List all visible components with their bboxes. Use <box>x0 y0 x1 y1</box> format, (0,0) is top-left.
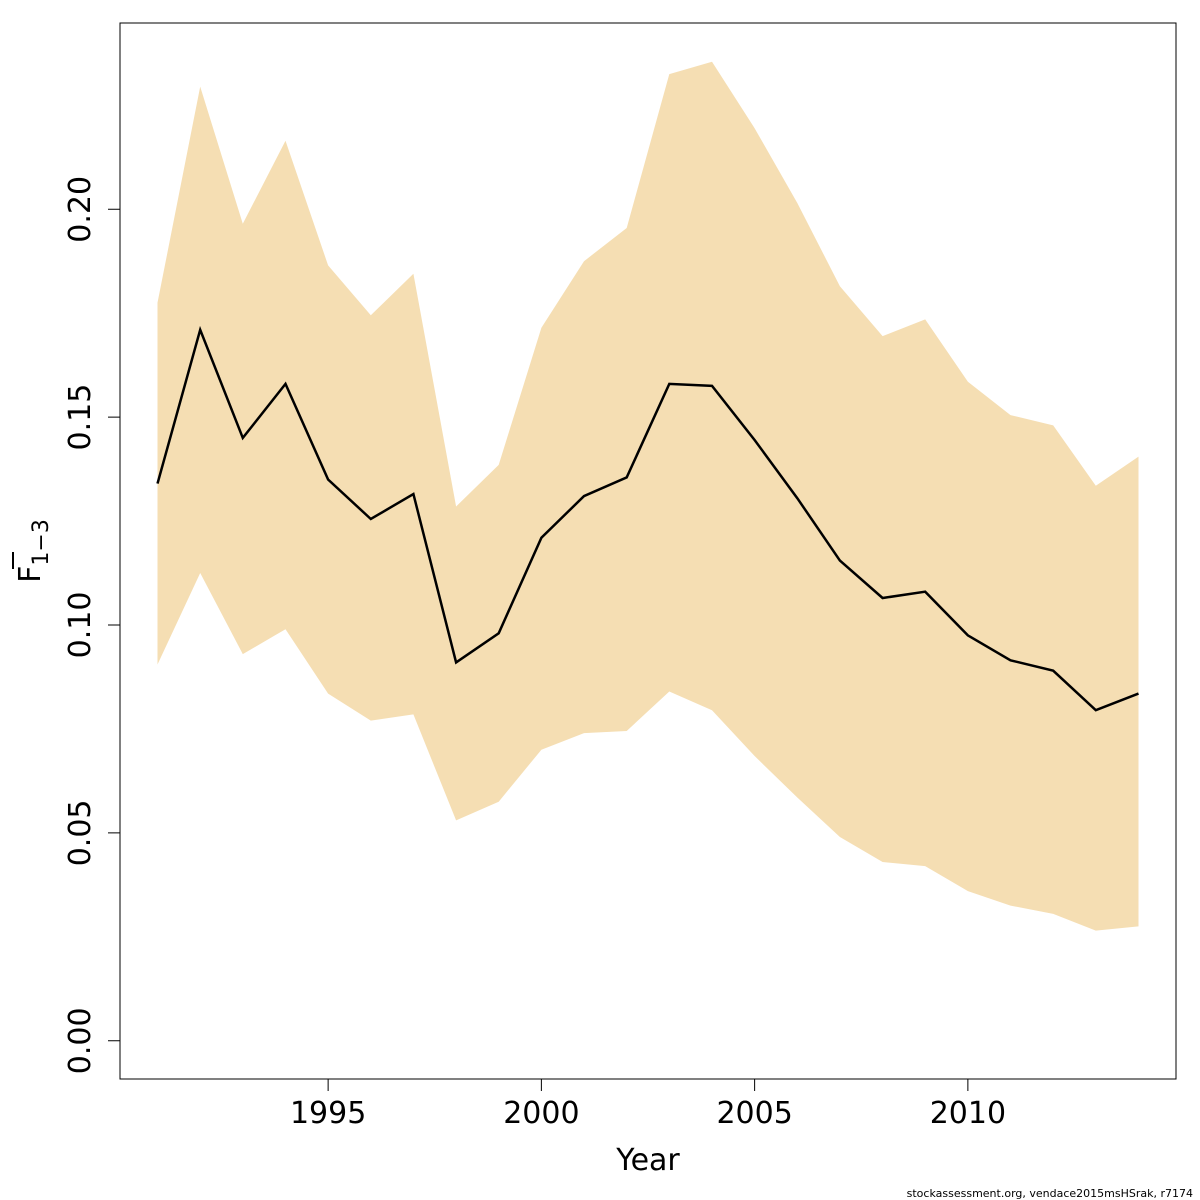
plot-frame <box>119 22 1177 1080</box>
footer-credit: stockassessment.org, vendace2015msHSrak,… <box>907 1187 1193 1200</box>
y-tick-label: 0.15 <box>63 384 98 451</box>
y-tick-label: 0.00 <box>63 1007 98 1074</box>
estimate-line <box>156 325 1139 712</box>
x-tick-label: 2000 <box>503 1096 579 1131</box>
x-axis-title: Year <box>615 1143 680 1178</box>
axes-layer: 1995 2000 2005 2010 0.00 0.05 0.10 0.15 0.20 <box>63 176 1006 1131</box>
x-tick-label: 2005 <box>716 1096 792 1131</box>
svg-text:F1−3: F1−3 <box>13 519 54 583</box>
y-tick-label: 0.05 <box>63 800 98 867</box>
x-tick-label: 1995 <box>290 1096 366 1131</box>
y-axis-title-subscript: 1−3 <box>29 519 54 565</box>
y-tick-label: 0.10 <box>63 592 98 659</box>
y-axis-title-main: F <box>13 566 48 583</box>
confidence-band <box>157 61 1139 931</box>
y-tick-label: 0.20 <box>63 176 98 243</box>
y-axis-title: F1−3 <box>12 519 54 583</box>
plot-layer <box>156 61 1139 931</box>
x-tick-label: 2010 <box>930 1096 1006 1131</box>
